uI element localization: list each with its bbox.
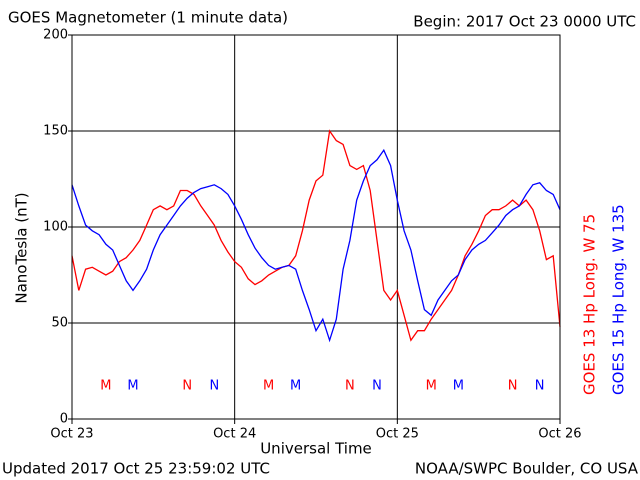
local-time-marker: N (372, 379, 382, 394)
local-time-marker: N (209, 379, 219, 394)
x-tick-label: Oct 26 (538, 427, 581, 442)
footer-left: Updated 2017 Oct 25 23:59:02 UTC (2, 460, 270, 478)
local-time-marker: M (453, 379, 464, 394)
chart-subtitle: Begin: 2017 Oct 23 0000 UTC (413, 13, 636, 31)
x-tick-label: Oct 23 (50, 427, 93, 442)
y-tick-label: 0 (60, 412, 68, 427)
local-time-marker: M (100, 379, 111, 394)
local-time-marker: N (508, 379, 518, 394)
local-time-marker: M (263, 379, 274, 394)
x-tick-label: Oct 24 (213, 427, 256, 442)
series-line (71, 129, 561, 342)
local-time-marker: M (290, 379, 301, 394)
x-tick-label: Oct 25 (376, 427, 419, 442)
x-axis-label: Universal Time (260, 440, 372, 458)
plot-border (71, 34, 561, 420)
local-time-marker: N (535, 379, 545, 394)
local-time-marker: N (345, 379, 355, 394)
local-time-marker: M (426, 379, 437, 394)
local-time-marker: M (127, 379, 138, 394)
legend-entry: GOES 15 Hp Long. W 135 (610, 204, 628, 395)
y-tick-label: 100 (43, 220, 68, 235)
legend-entry: GOES 13 Hp Long. W 75 (581, 214, 599, 395)
y-tick-label: 50 (51, 316, 68, 331)
series-line (71, 148, 561, 343)
y-tick-label: 150 (43, 124, 68, 139)
chart-title: GOES Magnetometer (1 minute data) (8, 9, 288, 27)
y-axis-label: NanoTesla (nT) (13, 192, 31, 303)
local-time-marker: N (182, 379, 192, 394)
y-tick-label: 200 (43, 28, 68, 43)
footer-right: NOAA/SWPC Boulder, CO USA (415, 460, 639, 478)
